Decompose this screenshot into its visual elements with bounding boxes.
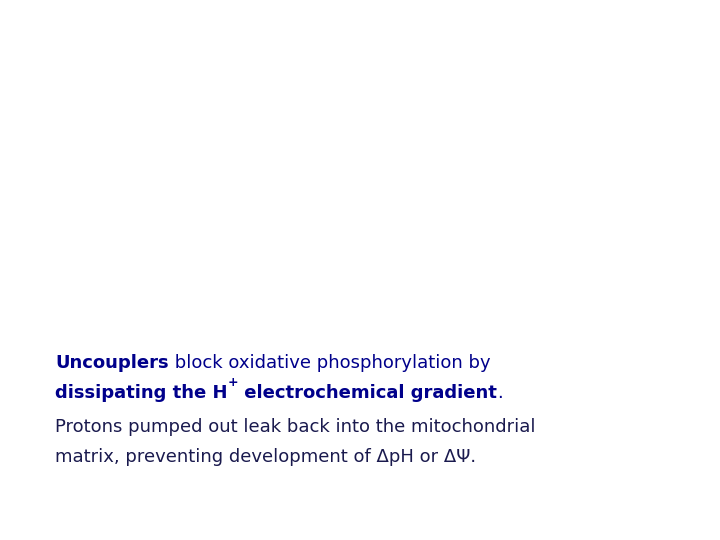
Text: Uncouplers: Uncouplers bbox=[55, 354, 168, 372]
Text: matrix, preventing development of ΔpH or ΔΨ.: matrix, preventing development of ΔpH or… bbox=[55, 448, 476, 466]
Text: dissipating the H: dissipating the H bbox=[55, 384, 228, 402]
Text: block oxidative phosphorylation by: block oxidative phosphorylation by bbox=[168, 354, 490, 372]
Text: electrochemical gradient: electrochemical gradient bbox=[238, 384, 497, 402]
Text: .: . bbox=[497, 384, 503, 402]
Text: Protons pumped out leak back into the mitochondrial: Protons pumped out leak back into the mi… bbox=[55, 418, 536, 436]
Text: +: + bbox=[228, 376, 238, 389]
